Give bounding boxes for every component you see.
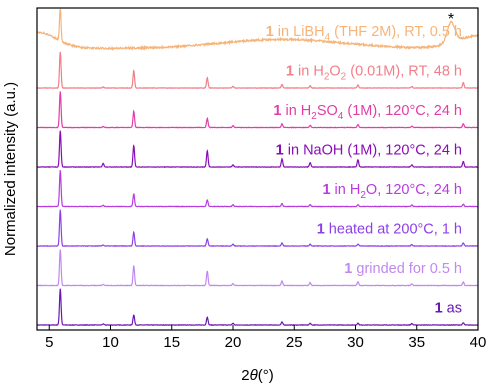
series-line: [36, 249, 479, 287]
x-tick-label: 40: [470, 334, 486, 351]
x-axis-ticks: 5 10 15 20 25 30 35 40: [45, 325, 486, 351]
series-line: [36, 170, 479, 208]
y-axis-label: Normalized intensity (a.u.): [2, 82, 19, 256]
series-line: [36, 209, 479, 248]
series-label: 1 as: [435, 300, 462, 316]
series-line: [37, 130, 479, 169]
x-tick-label: 15: [163, 334, 180, 351]
series-line: [36, 8, 479, 52]
series-label: 1 in H2O, 120°C, 24 h: [322, 182, 462, 201]
series-label: 1 in H2SO4 (1M), 120°C, 24 h: [273, 103, 462, 122]
series-label: 1 heated at 200°C, 1 h: [317, 221, 462, 237]
trace-group: [36, 8, 479, 327]
x-tick-label: 30: [347, 334, 364, 351]
series-label: 1 in LiBH4 (THF 2M), RT, 0.5 h: [266, 24, 462, 43]
trace-label-group: 1 as 1 grinded for 0.5 h 1 heated at 200°C…: [266, 24, 462, 316]
series-label: 1 grinded for 0.5 h: [344, 261, 462, 277]
series-line: [36, 51, 479, 90]
x-axis-label: 2θ(°): [241, 367, 273, 384]
x-tick-label: 35: [408, 334, 425, 351]
plot-frame: [36, 7, 479, 331]
x-tick-label: 20: [225, 334, 242, 351]
x-tick-label: 25: [286, 334, 303, 351]
series-line: [36, 288, 479, 327]
series-label: 1 in NaOH (1M), 120°C, 24 h: [276, 142, 462, 158]
x-tick-label: 10: [102, 334, 119, 351]
impurity-marker: *: [448, 11, 454, 28]
series-label: 1 in H2O2 (0.01M), RT, 48 h: [286, 63, 462, 82]
x-tick-label: 5: [45, 334, 53, 351]
series-line: [36, 91, 479, 129]
